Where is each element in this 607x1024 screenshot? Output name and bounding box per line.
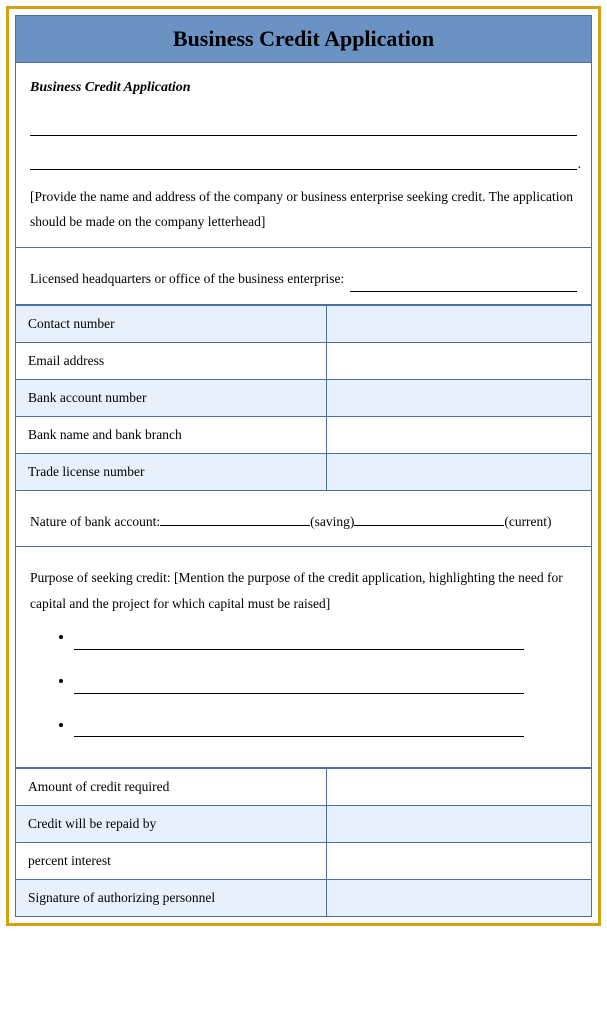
blank-line-1[interactable] — [30, 116, 577, 136]
saving-blank[interactable] — [160, 512, 310, 526]
form-inner: Business Credit Application Business Cre… — [9, 9, 598, 923]
form-frame: Business Credit Application Business Cre… — [6, 6, 601, 926]
current-blank[interactable] — [354, 512, 504, 526]
cell-label: Bank account number — [16, 379, 327, 416]
section-account-nature: Nature of bank account: (saving) (current) — [15, 491, 592, 548]
credit-table: Amount of credit required Credit will be… — [15, 768, 592, 917]
cell-input[interactable] — [327, 305, 592, 342]
table-row: Signature of authorizing personnel — [16, 880, 592, 917]
nature-label: Nature of bank account: — [30, 514, 160, 529]
cell-label: Contact number — [16, 305, 327, 342]
cell-input[interactable] — [327, 843, 592, 880]
cell-input[interactable] — [327, 806, 592, 843]
section-subtitle: Business Credit Application — [30, 75, 577, 102]
list-item — [74, 668, 577, 694]
cell-input[interactable] — [327, 342, 592, 379]
saving-label: (saving) — [310, 514, 354, 529]
hq-label: Licensed headquarters or office of the b… — [30, 266, 344, 292]
bullet-blank-2[interactable] — [74, 680, 524, 694]
hq-blank-line[interactable] — [350, 276, 577, 292]
cell-input[interactable] — [327, 379, 592, 416]
bullet-blank-3[interactable] — [74, 723, 524, 737]
instruction-text: [Provide the name and address of the com… — [30, 184, 577, 235]
purpose-label: Purpose of seeking credit: [Mention the … — [30, 565, 577, 616]
cell-input[interactable] — [327, 416, 592, 453]
form-title: Business Credit Application — [173, 26, 434, 51]
cell-label: Email address — [16, 342, 327, 379]
cell-label: Signature of authorizing personnel — [16, 880, 327, 917]
list-item — [74, 712, 577, 738]
section-company-info: Business Credit Application [Provide the… — [15, 63, 592, 248]
form-title-bar: Business Credit Application — [15, 15, 592, 63]
contact-table: Contact number Email address Bank accoun… — [15, 305, 592, 491]
cell-input[interactable] — [327, 769, 592, 806]
section-purpose: Purpose of seeking credit: [Mention the … — [15, 547, 592, 768]
table-row: percent interest — [16, 843, 592, 880]
current-label: (current) — [504, 514, 551, 529]
cell-input[interactable] — [327, 453, 592, 490]
table-row: Contact number — [16, 305, 592, 342]
list-item — [74, 624, 577, 650]
bullet-blank-1[interactable] — [74, 636, 524, 650]
table-row: Credit will be repaid by — [16, 806, 592, 843]
cell-label: percent interest — [16, 843, 327, 880]
section-headquarters: Licensed headquarters or office of the b… — [15, 248, 592, 305]
table-row: Email address — [16, 342, 592, 379]
table-row: Trade license number — [16, 453, 592, 490]
cell-label: Credit will be repaid by — [16, 806, 327, 843]
table-row: Bank name and bank branch — [16, 416, 592, 453]
purpose-bullets — [30, 624, 577, 737]
blank-line-2[interactable] — [30, 150, 577, 170]
cell-label: Bank name and bank branch — [16, 416, 327, 453]
cell-label: Trade license number — [16, 453, 327, 490]
cell-input[interactable] — [327, 880, 592, 917]
table-row: Bank account number — [16, 379, 592, 416]
table-row: Amount of credit required — [16, 769, 592, 806]
cell-label: Amount of credit required — [16, 769, 327, 806]
